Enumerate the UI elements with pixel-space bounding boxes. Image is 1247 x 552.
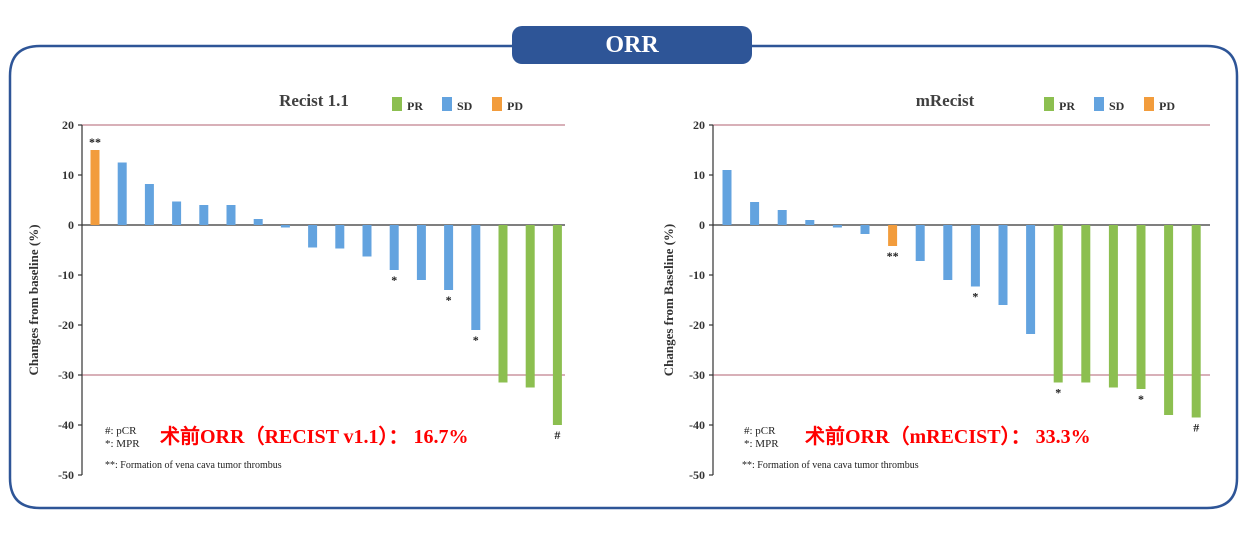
bar-sd — [471, 225, 481, 330]
bar-mark: * — [446, 293, 452, 307]
bar-sd — [860, 225, 870, 234]
y-axis-label: Changes from Baseline (%) — [661, 224, 676, 377]
y-tick-label: 10 — [693, 168, 705, 182]
y-tick-label: -10 — [58, 268, 74, 282]
bar-sd — [943, 225, 953, 280]
chart-mrecist: mRecist PR SD PD 20 10 0 -10 -20 -30 -40 -50 Changes… — [661, 91, 1210, 482]
bar-mark: # — [1193, 421, 1199, 435]
bar-pr — [552, 225, 562, 425]
bar-sd — [280, 225, 290, 228]
y-axis-label: Changes from baseline (%) — [26, 224, 41, 375]
orr-result-text: 术前ORR（RECIST v1.1）： 16.7% — [160, 424, 469, 448]
note-pcr: #: pCR — [744, 425, 776, 437]
bar-mark: * — [972, 290, 978, 304]
bar-mark: * — [391, 273, 397, 287]
orr-title-badge: ORR — [512, 26, 752, 64]
bar-pr — [1108, 225, 1118, 388]
y-tick-label: 20 — [62, 118, 74, 132]
note-thrombus: **: Formation of vena cava tumor thrombu… — [105, 460, 282, 471]
orr-result-text: 术前ORR（mRECIST）： 33.3% — [805, 424, 1091, 448]
y-tick-label: -50 — [58, 468, 74, 482]
chart-title: Recist 1.1 — [279, 91, 349, 110]
chart-title: mRecist — [916, 91, 975, 110]
bar-sd — [1026, 225, 1036, 334]
bar-sd — [362, 225, 372, 257]
y-tick-label: 0 — [68, 218, 74, 232]
note-mpr: *: MPR — [105, 438, 140, 450]
y-tick-label: -50 — [689, 468, 705, 482]
bar-mark: * — [1138, 392, 1144, 406]
bar-sd — [805, 220, 815, 225]
bar-sd — [335, 225, 345, 249]
legend-swatch-sd — [442, 97, 452, 111]
y-tick-label: -40 — [58, 418, 74, 432]
y-tick-label: -40 — [689, 418, 705, 432]
bar-sd — [389, 225, 399, 270]
legend-label-sd: SD — [457, 99, 473, 113]
legend-label-sd: SD — [1109, 99, 1125, 113]
y-tick-label: 20 — [693, 118, 705, 132]
bar-sd — [226, 205, 236, 225]
bar-mark: * — [1055, 386, 1061, 400]
note-mpr: *: MPR — [744, 438, 779, 450]
legend-label-pr: PR — [407, 99, 423, 113]
y-tick-label: 10 — [62, 168, 74, 182]
y-tick-label: -20 — [689, 318, 705, 332]
bar-sd — [777, 210, 787, 225]
note-pcr: #: pCR — [105, 425, 137, 437]
bar-sd — [998, 225, 1008, 305]
bar-sd — [199, 205, 209, 225]
bar-mark: # — [554, 428, 560, 442]
bar-sd — [970, 225, 980, 287]
bar-pr — [1191, 225, 1201, 418]
bar-pr — [1081, 225, 1091, 383]
bar-pr — [1164, 225, 1174, 415]
bar-mark: ** — [89, 135, 101, 149]
y-tick-label: -30 — [689, 368, 705, 382]
legend-swatch-pr — [1044, 97, 1054, 111]
bar-pr — [498, 225, 508, 383]
y-tick-label: -10 — [689, 268, 705, 282]
y-tick-label: 0 — [699, 218, 705, 232]
bar-sd — [915, 225, 925, 261]
bar-pd — [90, 150, 100, 225]
chart-recist-1-1: Recist 1.1 PR SD PD 20 10 0 -10 -20 -30 -40 -50 Chan… — [26, 91, 565, 482]
bar-pr — [1136, 225, 1146, 389]
legend-swatch-pd — [1144, 97, 1154, 111]
bar-sd — [416, 225, 426, 280]
bar-sd — [144, 184, 154, 225]
bar-sd — [832, 225, 842, 228]
bar-mark: ** — [887, 249, 899, 263]
bar-sd — [308, 225, 318, 248]
bar-sd — [750, 202, 760, 225]
bar-sd — [444, 225, 454, 290]
legend-label-pd: PD — [507, 99, 523, 113]
bar-sd — [172, 201, 182, 225]
rounded-frame — [8, 44, 1239, 510]
legend-swatch-pd — [492, 97, 502, 111]
legend-label-pd: PD — [1159, 99, 1175, 113]
bar-sd — [117, 162, 127, 225]
note-thrombus: **: Formation of vena cava tumor thrombu… — [742, 460, 919, 471]
y-tick-label: -20 — [58, 318, 74, 332]
legend-label-pr: PR — [1059, 99, 1075, 113]
bar-mark: * — [473, 333, 479, 347]
y-tick-label: -30 — [58, 368, 74, 382]
bar-sd — [722, 170, 732, 225]
bar-pr — [525, 225, 535, 388]
bar-pd — [888, 225, 898, 246]
legend-swatch-sd — [1094, 97, 1104, 111]
bar-sd — [253, 219, 263, 225]
bar-pr — [1053, 225, 1063, 383]
legend-swatch-pr — [392, 97, 402, 111]
